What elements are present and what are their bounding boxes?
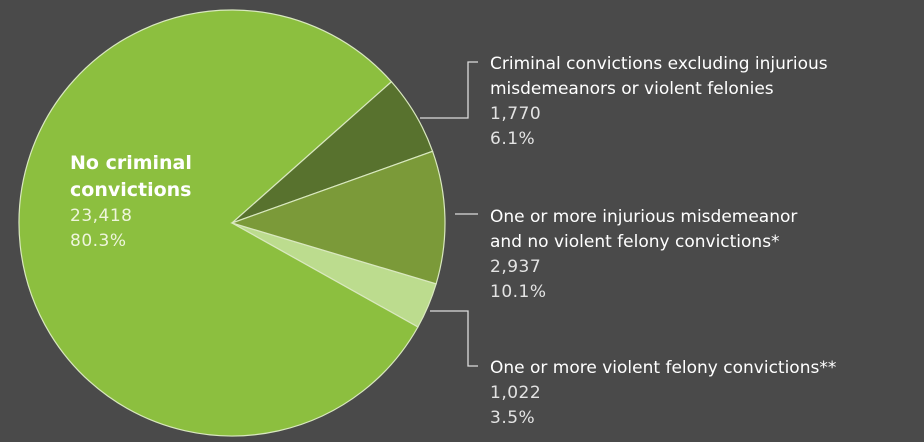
leader-violent-felony [430, 310, 478, 367]
label-criminal-excl: Criminal convictions excluding injurious… [490, 52, 828, 152]
slice-no-convictions [18, 9, 419, 437]
label-injurious-misdemeanor-line-1: One or more injurious misdemeanor [490, 207, 798, 227]
label-no-convictions-percent: 80.3% [70, 231, 127, 251]
label-no-convictions-line-1: No criminal [70, 152, 192, 174]
label-criminal-excl-percent: 6.1% [490, 129, 536, 149]
label-no-convictions-count: 23,418 [70, 206, 133, 226]
label-criminal-excl-line-1: Criminal convictions excluding injurious [490, 54, 828, 74]
label-violent-felony: One or more violent felony convictions**… [490, 356, 836, 431]
label-injurious-misdemeanor-count: 2,937 [490, 257, 542, 277]
label-injurious-misdemeanor: One or more injurious misdemeanor and no… [490, 205, 797, 305]
label-injurious-misdemeanor-line-2: and no violent felony convictions* [490, 232, 780, 252]
label-no-convictions: No criminal convictions 23,418 80.3% [70, 150, 192, 254]
label-no-convictions-line-2: convictions [70, 179, 192, 201]
slice-injurious-misdemeanor [230, 150, 446, 285]
label-violent-felony-percent: 3.5% [490, 408, 536, 428]
label-injurious-misdemeanor-percent: 10.1% [490, 282, 547, 302]
label-violent-felony-count: 1,022 [490, 383, 542, 403]
leader-criminal-excl [420, 61, 478, 119]
label-violent-felony-line-1: One or more violent felony convictions** [490, 358, 837, 378]
label-criminal-excl-line-2: misdemeanors or violent felonies [490, 79, 774, 99]
label-criminal-excl-count: 1,770 [490, 104, 542, 124]
